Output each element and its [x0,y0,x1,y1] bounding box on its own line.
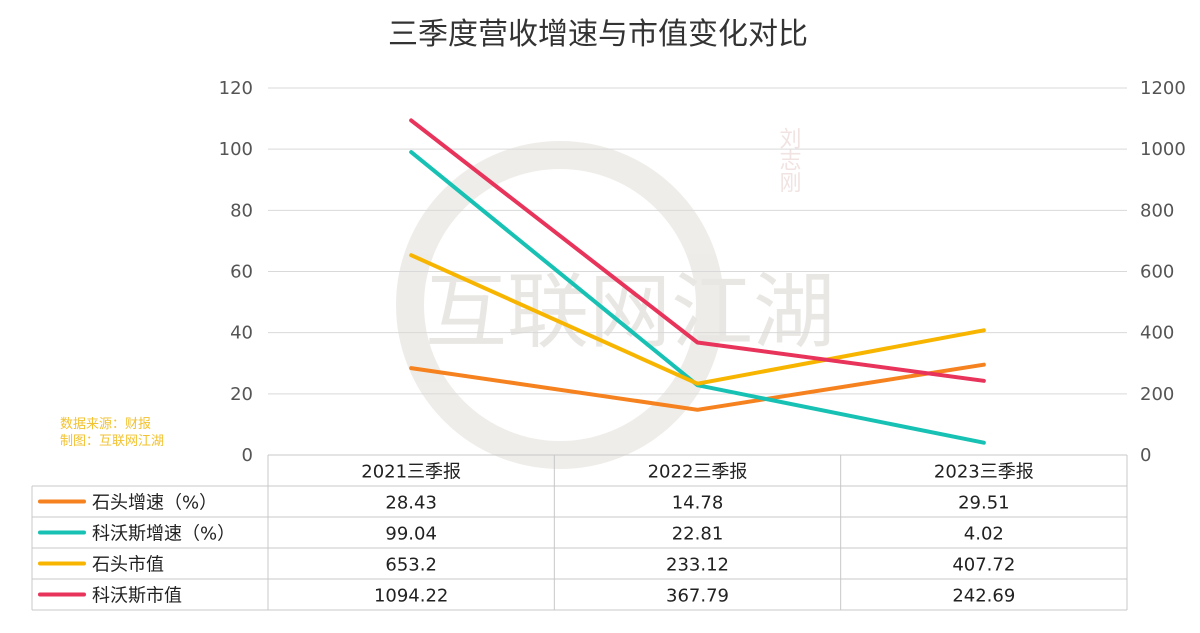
y-right-tick-label: 800 [1140,200,1174,221]
data-label: 14.78 [672,493,724,514]
y-right-tick-label: 600 [1140,262,1174,283]
y-left-tick-label: 40 [230,323,253,344]
watermark: 互联网江湖 刘志刚 [396,127,835,469]
x-category-label: 2021三季报 [361,462,461,483]
data-label: 29.51 [958,493,1010,514]
data-label: 99.04 [385,524,437,545]
y-right-tick-label: 200 [1140,384,1174,405]
series-line-1 [409,362,986,412]
chart-title: 三季度营收增速与市值变化对比 [388,17,808,52]
watermark-text: 互联网江湖 [425,265,835,360]
y-axis-left: 0 20 40 60 80 100 120 [219,78,253,466]
y-right-tick-label: 1200 [1140,78,1186,99]
y-left-tick-label: 120 [219,78,253,99]
data-label: 242.69 [952,586,1015,607]
legend-label: 科沃斯市值 [92,586,182,607]
y-left-tick-label: 80 [230,200,253,221]
y-left-tick-label: 100 [219,139,253,160]
data-label: 653.2 [385,555,437,576]
x-category-label: 2023三季报 [934,462,1034,483]
data-label: 28.43 [385,493,437,514]
series-line-4 [409,118,986,383]
y-left-tick-label: 20 [230,384,253,405]
data-label: 233.12 [666,555,729,576]
data-label: 22.81 [672,524,724,545]
legend-label: 石头增速（%） [92,493,217,514]
y-left-tick-label: 0 [242,445,253,466]
y-axis-right: 0 200 400 600 800 1000 1200 [1140,78,1186,466]
data-label: 407.72 [952,555,1015,576]
gridlines [268,87,1127,456]
x-category-label: 2022三季报 [648,462,748,483]
y-left-tick-label: 60 [230,262,253,283]
series-lines [409,118,986,445]
y-right-tick-label: 400 [1140,323,1174,344]
legend-label: 石头市值 [92,555,164,576]
data-label: 4.02 [964,524,1004,545]
data-label: 1094.22 [374,586,448,607]
y-right-tick-label: 0 [1140,445,1151,466]
source-note-line1: 数据来源：财报 [60,417,151,432]
y-right-tick-label: 1000 [1140,139,1186,160]
source-note-line2: 制图：互联网江湖 [60,434,164,449]
data-label: 367.79 [666,586,729,607]
series-line-3 [409,253,986,386]
legend-label: 科沃斯增速（%） [92,524,235,545]
watermark-stamp: 刘志刚 [776,127,802,193]
